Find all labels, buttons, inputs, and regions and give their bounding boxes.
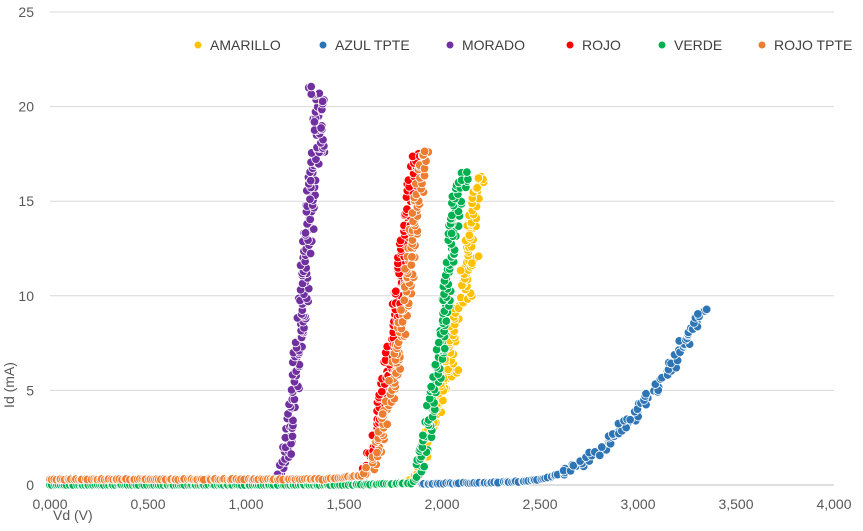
data-point bbox=[419, 163, 430, 174]
data-point bbox=[625, 415, 635, 425]
data-point bbox=[382, 419, 392, 429]
y-tick-label: 25 bbox=[18, 4, 34, 20]
data-point bbox=[426, 381, 436, 392]
y-axis-title: Id (mA) bbox=[1, 362, 17, 408]
series-azul-tpte bbox=[417, 304, 712, 489]
data-point bbox=[440, 343, 450, 354]
data-point bbox=[597, 442, 607, 452]
data-point bbox=[396, 305, 406, 315]
x-tick-label: 1,000 bbox=[228, 496, 263, 512]
y-tick-label: 20 bbox=[18, 99, 34, 115]
data-point bbox=[309, 117, 320, 127]
x-tick-label: 4,000 bbox=[816, 496, 851, 512]
data-point bbox=[407, 252, 417, 262]
data-point bbox=[473, 251, 484, 261]
data-point bbox=[399, 295, 409, 305]
data-point bbox=[418, 430, 428, 441]
legend-label: AMARILLO bbox=[210, 37, 281, 53]
legend-label: ROJO bbox=[582, 37, 621, 53]
series-morado bbox=[270, 81, 330, 488]
legend-label: AZUL TPTE bbox=[335, 37, 410, 53]
data-point bbox=[305, 248, 316, 259]
data-point bbox=[473, 173, 484, 183]
y-tick-label: 15 bbox=[18, 193, 34, 209]
data-point bbox=[397, 317, 408, 327]
data-point bbox=[309, 224, 319, 234]
data-point bbox=[641, 389, 651, 399]
legend-marker bbox=[446, 41, 454, 49]
gridlines bbox=[50, 11, 834, 391]
x-tick-label: 3,000 bbox=[620, 496, 655, 512]
y-tick-label: 5 bbox=[26, 382, 34, 398]
data-point bbox=[391, 286, 401, 296]
legend: AMARILLO AZUL TPTE MORADO ROJO VERDE ROJO TPT… bbox=[194, 37, 852, 53]
series-rojo-tpte bbox=[45, 146, 433, 485]
legend-marker bbox=[194, 41, 202, 49]
data-point bbox=[453, 365, 463, 375]
x-axis-title: Vd (V) bbox=[53, 507, 93, 523]
data-point bbox=[419, 146, 430, 157]
data-point bbox=[419, 461, 429, 472]
x-tick-label: 2,000 bbox=[424, 496, 459, 512]
data-point bbox=[407, 208, 418, 218]
y-tick-label: 10 bbox=[18, 288, 34, 304]
legend-label: ROJO TPTE bbox=[774, 37, 852, 53]
data-point bbox=[467, 258, 477, 268]
data-point bbox=[377, 409, 388, 419]
y-tick-label: 0 bbox=[26, 477, 34, 493]
legend-marker bbox=[658, 41, 666, 49]
x-tick-label: 2,500 bbox=[522, 496, 557, 512]
data-point bbox=[306, 175, 316, 186]
data-point bbox=[305, 194, 315, 204]
data-point bbox=[455, 265, 466, 276]
x-tick-label: 3,500 bbox=[718, 496, 753, 512]
data-point bbox=[316, 123, 326, 133]
data-point bbox=[287, 431, 298, 441]
x-tick-label: 1,500 bbox=[326, 496, 361, 512]
data-point bbox=[462, 167, 472, 177]
legend-marker bbox=[319, 41, 327, 49]
data-point bbox=[568, 460, 579, 471]
x-tick-label: 0,500 bbox=[130, 496, 165, 512]
data-point bbox=[372, 447, 382, 458]
data-point bbox=[317, 96, 328, 107]
data-point bbox=[288, 415, 298, 426]
legend-marker bbox=[566, 41, 574, 49]
data-point bbox=[693, 309, 703, 319]
data-point bbox=[286, 449, 296, 459]
data-point bbox=[300, 228, 311, 238]
legend-label: MORADO bbox=[462, 37, 525, 53]
legend-marker bbox=[758, 41, 766, 49]
legend-label: VERDE bbox=[674, 37, 722, 53]
data-point bbox=[306, 81, 316, 92]
data-points bbox=[45, 81, 712, 490]
data-point bbox=[701, 304, 712, 315]
data-point bbox=[464, 230, 475, 240]
data-point bbox=[438, 395, 448, 406]
x-tick-label: 0,000 bbox=[32, 496, 67, 512]
data-point bbox=[446, 228, 457, 239]
data-point bbox=[384, 376, 394, 386]
data-point bbox=[472, 183, 482, 193]
